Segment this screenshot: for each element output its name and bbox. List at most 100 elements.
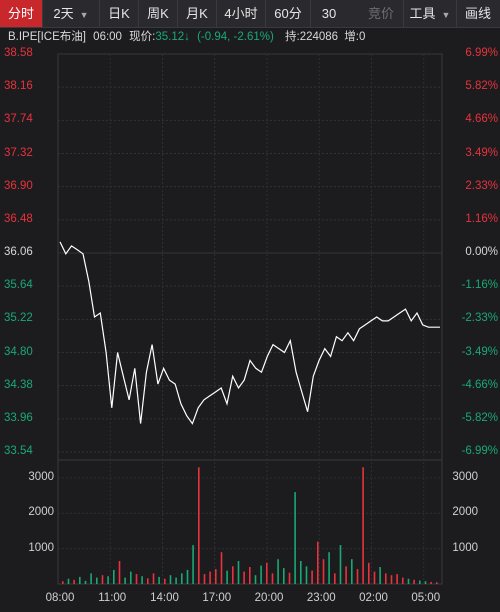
volume-bar	[407, 578, 410, 584]
percent-axis-label: -1.16%	[461, 279, 498, 292]
price-line-layer	[59, 241, 440, 425]
volume-bar	[339, 545, 342, 584]
price-axis-label: 35.64	[4, 279, 33, 292]
volume-bar	[169, 575, 172, 584]
time-axis-label: 08:00	[45, 592, 75, 604]
volume-bar	[192, 545, 194, 584]
volume-bar	[209, 571, 211, 584]
period-toolbar: 分时 2天 ▼ 日K 周K 月K 4小时 60分 30 竞价 工具 ▼ 画线	[0, 0, 500, 28]
time-axis-label: 02:00	[359, 592, 388, 604]
volume-bar	[373, 571, 376, 584]
percent-axis-label: 1.16%	[465, 212, 498, 225]
volume-bar	[73, 579, 75, 584]
volume-bar	[334, 573, 336, 584]
volume-bar	[424, 581, 427, 584]
price-axis-label: 33.54	[4, 445, 33, 457]
volume-bar	[396, 574, 398, 584]
volume-bar	[305, 566, 308, 584]
volume-bar	[385, 573, 387, 584]
tab-2-days[interactable]: 2天 ▼	[43, 0, 100, 27]
tab-weekly-k[interactable]: 周K	[139, 0, 178, 27]
volume-bar	[90, 573, 92, 584]
chevron-down-icon: ▼	[441, 10, 451, 20]
volume-bar	[368, 562, 370, 584]
volume-bar	[181, 573, 183, 584]
price-axis-label: 38.16	[4, 80, 33, 93]
price-axis-label: 38.58	[4, 47, 33, 59]
volume-bar	[362, 467, 364, 584]
volume-bar	[175, 577, 177, 584]
tab-monthly-k[interactable]: 月K	[178, 0, 217, 27]
interest-increase: 增:0	[344, 31, 366, 43]
volume-bar	[84, 580, 87, 584]
volume-bar	[379, 567, 381, 584]
price-axis-label: 34.80	[4, 345, 33, 358]
volume-bar	[203, 574, 206, 584]
volume-bar	[288, 572, 291, 584]
volume-bar	[283, 568, 285, 584]
price-axis-label: 33.96	[4, 411, 33, 424]
volume-axis-label: 2000	[452, 506, 478, 519]
quote-time: 06:00	[93, 31, 122, 43]
price-axis-label: 36.06	[4, 246, 33, 258]
price-axis-label: 36.90	[4, 179, 33, 192]
price-axis-label: 34.38	[4, 378, 33, 391]
volume-bar	[215, 569, 217, 584]
volume-bar	[430, 581, 432, 584]
volume-bar	[135, 574, 138, 584]
volume-bar	[351, 559, 353, 584]
percent-axis-label: 5.82%	[465, 80, 498, 93]
volume-bar	[232, 566, 234, 584]
quote-info-bar: B.IPE[ICE布油] 06:00 现价:35.12↓ (-0.94, -2.…	[0, 28, 500, 46]
volume-axis-label: 2000	[28, 506, 54, 519]
price-axis-label: 37.74	[4, 113, 33, 126]
volume-bar	[198, 467, 200, 584]
volume-axis-label: 3000	[452, 470, 478, 483]
percent-axis-label: -5.82%	[461, 411, 498, 424]
time-axis-label: 17:00	[202, 592, 232, 604]
volume-bar	[277, 559, 279, 584]
tab-intraday[interactable]: 分时	[0, 0, 43, 27]
volume-bar	[356, 569, 359, 584]
volume-bar	[67, 578, 70, 584]
draw-line-button[interactable]: 画线	[464, 6, 491, 21]
time-axis-label: 14:00	[150, 592, 179, 604]
volume-bars-layer	[62, 467, 438, 584]
percent-axis-label: 3.49%	[465, 146, 498, 159]
tab-30-min[interactable]: 30	[321, 6, 337, 21]
volume-bar	[260, 565, 262, 584]
price-axis-label: 35.22	[4, 312, 33, 325]
time-axis-label: 05:00	[411, 592, 441, 604]
volume-bar	[226, 570, 228, 584]
volume-bar	[152, 573, 155, 584]
tab-60-min[interactable]: 60分	[266, 0, 311, 27]
percent-axis-label: -4.66%	[461, 378, 498, 391]
price-line	[59, 241, 440, 425]
down-arrow-icon: ↓	[184, 31, 190, 43]
volume-bar	[130, 571, 132, 584]
volume-bar	[107, 576, 109, 584]
tools-menu[interactable]: 工具 ▼	[403, 0, 457, 27]
volume-axis-label: 3000	[28, 470, 54, 483]
volume-bar	[96, 577, 98, 584]
percent-axis-label: -2.33%	[461, 312, 498, 325]
chart-grid	[57, 53, 443, 585]
volume-bar	[436, 582, 438, 584]
volume-bar	[266, 562, 268, 584]
volume-bar	[164, 578, 166, 584]
volume-bar	[141, 576, 143, 584]
tab-auction[interactable]: 竞价	[367, 6, 394, 21]
percent-axis-label: 6.99%	[465, 47, 498, 59]
tab-4-hours[interactable]: 4小时	[217, 0, 266, 27]
volume-bar	[243, 571, 245, 584]
volume-bar	[254, 575, 257, 584]
tab-daily-k[interactable]: 日K	[100, 0, 139, 27]
chevron-down-icon: ▼	[79, 10, 89, 20]
volume-bar	[413, 579, 415, 584]
current-price: 35.12	[155, 31, 185, 43]
volume-bar	[328, 552, 330, 584]
volume-bar	[345, 566, 347, 584]
open-interest: 持:224086	[285, 31, 339, 43]
time-axis-label: 20:00	[254, 592, 284, 604]
